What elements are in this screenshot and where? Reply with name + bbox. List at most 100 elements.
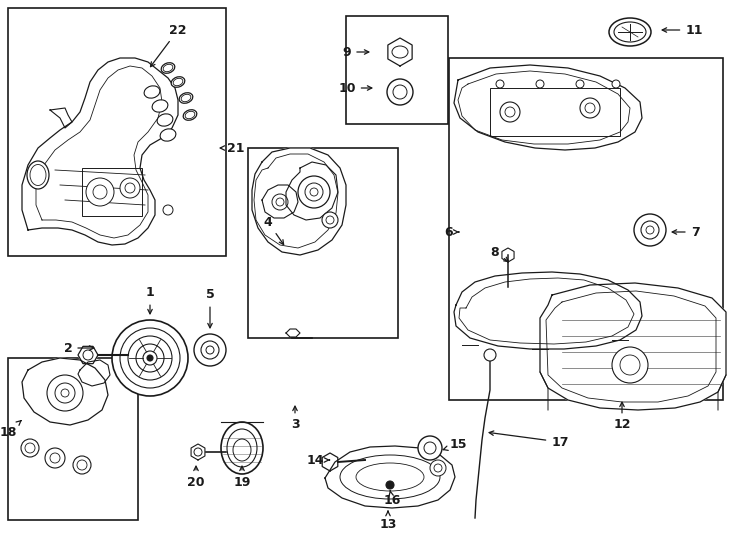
Polygon shape	[78, 360, 110, 386]
Circle shape	[322, 212, 338, 228]
Bar	[8, 8, 226, 256]
Polygon shape	[540, 283, 726, 410]
Ellipse shape	[152, 100, 168, 112]
Circle shape	[298, 176, 330, 208]
Ellipse shape	[179, 93, 193, 103]
Polygon shape	[262, 185, 298, 218]
Text: 6: 6	[445, 226, 459, 239]
Ellipse shape	[160, 129, 176, 141]
Text: 17: 17	[489, 431, 569, 449]
Circle shape	[50, 453, 60, 463]
Circle shape	[585, 103, 595, 113]
Circle shape	[194, 334, 226, 366]
Circle shape	[128, 336, 172, 380]
Circle shape	[201, 341, 219, 359]
Ellipse shape	[340, 455, 440, 499]
Text: 16: 16	[383, 491, 401, 507]
Circle shape	[434, 464, 442, 472]
Circle shape	[305, 183, 323, 201]
Text: 19: 19	[233, 466, 251, 489]
Circle shape	[500, 102, 520, 122]
Circle shape	[576, 80, 584, 88]
Text: 21: 21	[220, 141, 244, 154]
Ellipse shape	[356, 463, 424, 491]
Circle shape	[612, 80, 620, 88]
Circle shape	[21, 439, 39, 457]
Ellipse shape	[392, 46, 408, 58]
Circle shape	[25, 443, 35, 453]
Ellipse shape	[157, 114, 173, 126]
Circle shape	[634, 214, 666, 246]
Circle shape	[326, 216, 334, 224]
Circle shape	[580, 98, 600, 118]
Circle shape	[646, 226, 654, 234]
Text: 20: 20	[187, 466, 205, 489]
Circle shape	[272, 194, 288, 210]
Bar	[8, 358, 138, 520]
Bar	[490, 88, 620, 136]
Circle shape	[206, 346, 214, 354]
Circle shape	[430, 460, 446, 476]
Circle shape	[47, 375, 83, 411]
Text: 10: 10	[338, 82, 372, 94]
Circle shape	[386, 481, 394, 489]
Circle shape	[484, 349, 496, 361]
Ellipse shape	[173, 78, 183, 86]
Ellipse shape	[609, 18, 651, 46]
Polygon shape	[322, 453, 338, 471]
Ellipse shape	[233, 439, 251, 461]
Polygon shape	[22, 358, 108, 425]
Polygon shape	[325, 446, 455, 508]
Text: 9: 9	[343, 45, 368, 58]
Text: 11: 11	[662, 24, 702, 37]
Ellipse shape	[171, 77, 185, 87]
Text: 5: 5	[206, 288, 214, 328]
Polygon shape	[454, 272, 642, 349]
Polygon shape	[191, 444, 205, 460]
Bar	[82, 168, 142, 216]
Text: 4: 4	[264, 215, 283, 245]
Text: 13: 13	[379, 511, 396, 530]
Bar	[449, 58, 723, 400]
Circle shape	[194, 448, 202, 456]
Circle shape	[310, 188, 318, 196]
Ellipse shape	[227, 429, 257, 467]
Ellipse shape	[185, 111, 195, 119]
Circle shape	[424, 442, 436, 454]
Ellipse shape	[181, 94, 191, 102]
Text: 15: 15	[443, 438, 467, 451]
Circle shape	[620, 355, 640, 375]
Text: 3: 3	[291, 406, 299, 431]
Circle shape	[496, 80, 504, 88]
Text: 1: 1	[145, 287, 154, 314]
Text: 12: 12	[613, 402, 631, 431]
Ellipse shape	[221, 422, 263, 474]
Bar	[248, 148, 398, 338]
Circle shape	[86, 178, 114, 206]
Ellipse shape	[144, 86, 160, 98]
Circle shape	[612, 347, 648, 383]
Circle shape	[418, 436, 442, 460]
Polygon shape	[78, 346, 98, 363]
Circle shape	[61, 389, 69, 397]
Text: 7: 7	[672, 226, 700, 239]
Circle shape	[45, 448, 65, 468]
Circle shape	[77, 460, 87, 470]
Ellipse shape	[27, 161, 49, 189]
Circle shape	[147, 355, 153, 361]
Circle shape	[641, 221, 659, 239]
Text: 2: 2	[64, 341, 94, 354]
Circle shape	[83, 350, 93, 360]
Polygon shape	[22, 58, 178, 245]
Circle shape	[387, 79, 413, 105]
Circle shape	[136, 344, 164, 372]
Text: 18: 18	[0, 421, 21, 438]
Circle shape	[125, 183, 135, 193]
Circle shape	[143, 351, 157, 365]
Ellipse shape	[161, 63, 175, 73]
Circle shape	[276, 198, 284, 206]
Circle shape	[505, 107, 515, 117]
Text: 14: 14	[306, 454, 330, 467]
Text: 22: 22	[150, 24, 186, 66]
Circle shape	[55, 383, 75, 403]
